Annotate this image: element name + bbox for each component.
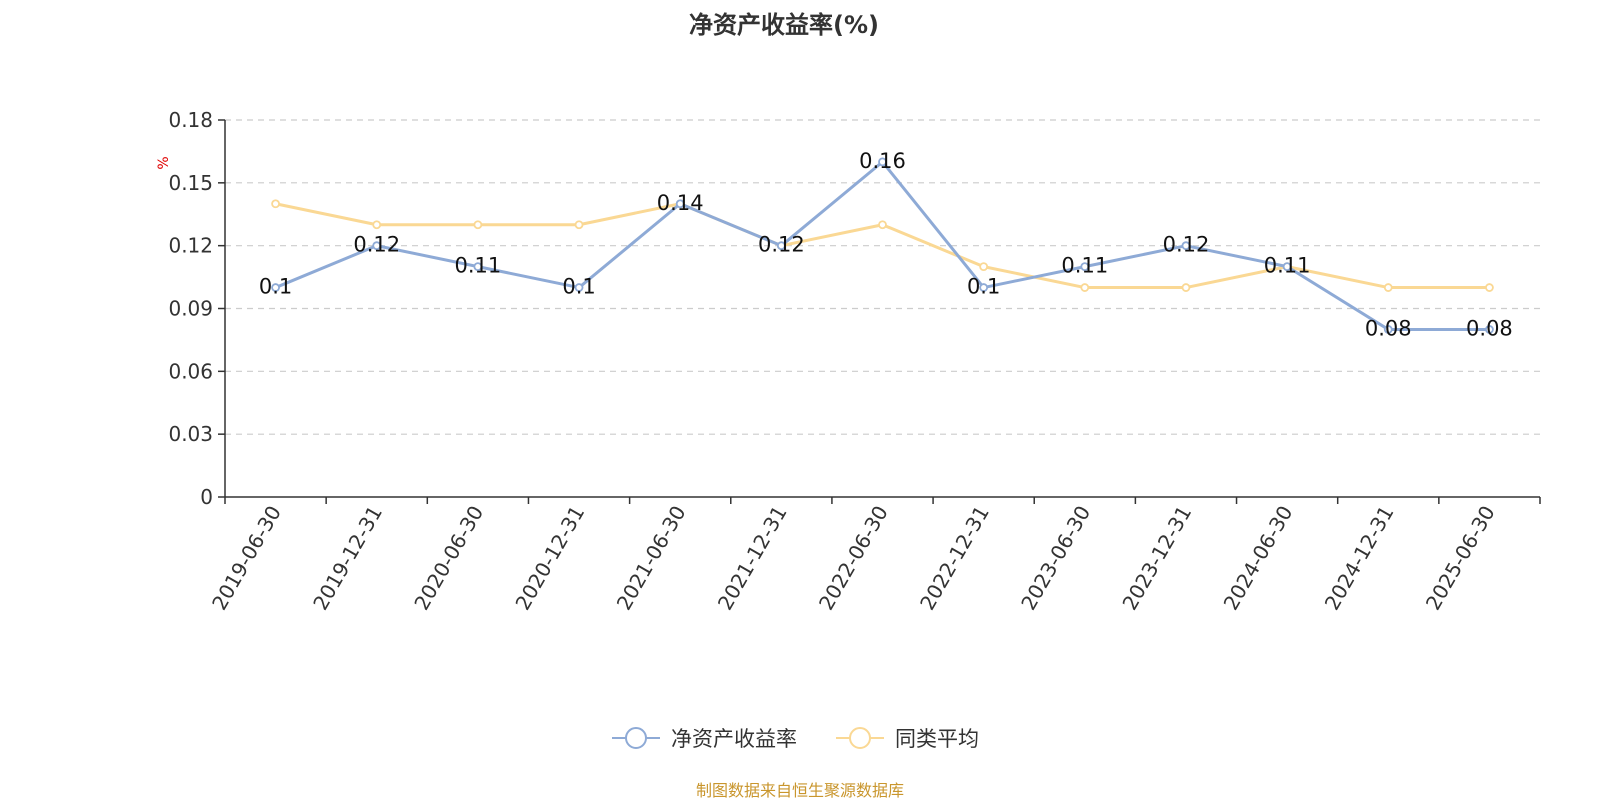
legend-item-peer-average[interactable]: 同类平均 xyxy=(836,727,979,751)
series-lines xyxy=(271,157,1494,334)
data-point-roe xyxy=(1485,325,1494,334)
x-tick-label: 2021-12-31 xyxy=(713,502,792,615)
data-point-roe xyxy=(776,241,786,251)
x-tick-label: 2025-06-30 xyxy=(1421,502,1500,615)
source-note: 制图数据来自恒生聚源数据库 xyxy=(696,781,904,800)
data-point-peer-average xyxy=(574,220,584,230)
data-point-peer-average xyxy=(1080,283,1090,292)
legend-roe-marker-icon xyxy=(625,727,647,749)
data-point-peer-average xyxy=(1485,283,1494,292)
y-tick-label: 0 xyxy=(200,485,213,509)
y-tick-label: 0.18 xyxy=(168,108,213,132)
x-tick-label: 2019-12-31 xyxy=(308,502,387,615)
data-point-roe xyxy=(1383,325,1393,334)
data-point-roe xyxy=(372,241,382,251)
data-label-roe: 0.12 xyxy=(353,233,400,257)
data-label-roe: 0.08 xyxy=(1365,316,1412,340)
data-point-roe xyxy=(473,262,483,272)
x-tick-label: 2022-06-30 xyxy=(814,502,893,615)
data-point-roe xyxy=(1080,262,1090,272)
data-point-roe xyxy=(878,157,887,167)
y-axis-unit-label: % xyxy=(156,156,172,169)
x-tick-label: 2023-06-30 xyxy=(1016,502,1095,615)
data-point-roe xyxy=(675,199,685,209)
data-point-peer-average xyxy=(878,220,887,230)
data-label-roe: 0.1 xyxy=(562,275,595,299)
data-label-roe: 0.11 xyxy=(1264,254,1311,278)
data-label-roe: 0.08 xyxy=(1466,316,1513,340)
data-point-peer-average xyxy=(979,262,989,272)
legend-avg-marker-icon xyxy=(849,727,871,749)
x-tick-label: 2023-12-31 xyxy=(1117,502,1196,615)
x-tick-label: 2024-12-31 xyxy=(1320,502,1399,615)
y-tick-label: 0.03 xyxy=(168,422,213,446)
data-point-peer-average xyxy=(271,199,280,209)
data-label-roe: 0.16 xyxy=(859,149,906,173)
y-tick-label: 0.06 xyxy=(168,359,213,383)
x-tick-label: 2021-06-30 xyxy=(612,502,691,615)
x-tick-label: 2020-12-31 xyxy=(510,502,589,615)
data-label-roe: 0.1 xyxy=(259,275,292,299)
data-point-roe xyxy=(1282,262,1292,272)
data-point-roe xyxy=(271,283,280,292)
data-label-roe: 0.12 xyxy=(1163,233,1210,257)
data-point-roe xyxy=(574,283,584,292)
data-point-peer-average xyxy=(1383,283,1393,292)
data-label-roe: 0.11 xyxy=(1061,254,1108,278)
data-point-peer-average xyxy=(372,220,382,230)
data-label-roe: 0.14 xyxy=(657,191,704,215)
data-label-roe: 0.11 xyxy=(455,254,502,278)
x-tick-label: 2020-06-30 xyxy=(409,502,488,615)
y-tick-label: 0.09 xyxy=(168,297,213,321)
x-tick-label: 2022-12-31 xyxy=(915,501,994,614)
legend-label-roe: 净资产收益率 xyxy=(671,727,797,751)
x-tick-label: 2024-06-30 xyxy=(1219,502,1298,615)
legend-label-peer-average: 同类平均 xyxy=(895,727,979,751)
chart-title: 净资产收益率(%) xyxy=(689,11,879,39)
data-point-peer-average xyxy=(473,220,483,230)
y-tick-label: 0.15 xyxy=(168,171,213,195)
legend: 净资产收益率 同类平均 xyxy=(612,727,979,751)
data-point-peer-average xyxy=(1181,283,1191,292)
x-tick-label: 2019-06-30 xyxy=(207,502,286,615)
legend-item-roe[interactable]: 净资产收益率 xyxy=(612,727,797,751)
data-labels: 0.1 0.12 0.11 0.1 0.14 0.12 0.16 0.1 0.11 0.12 0.1… xyxy=(259,149,1513,341)
data-label-roe: 0.1 xyxy=(967,275,1000,299)
data-point-roe xyxy=(1181,241,1191,251)
y-tick-label: 0.12 xyxy=(168,234,213,258)
data-point-roe xyxy=(979,283,989,292)
data-label-roe: 0.12 xyxy=(758,233,805,257)
